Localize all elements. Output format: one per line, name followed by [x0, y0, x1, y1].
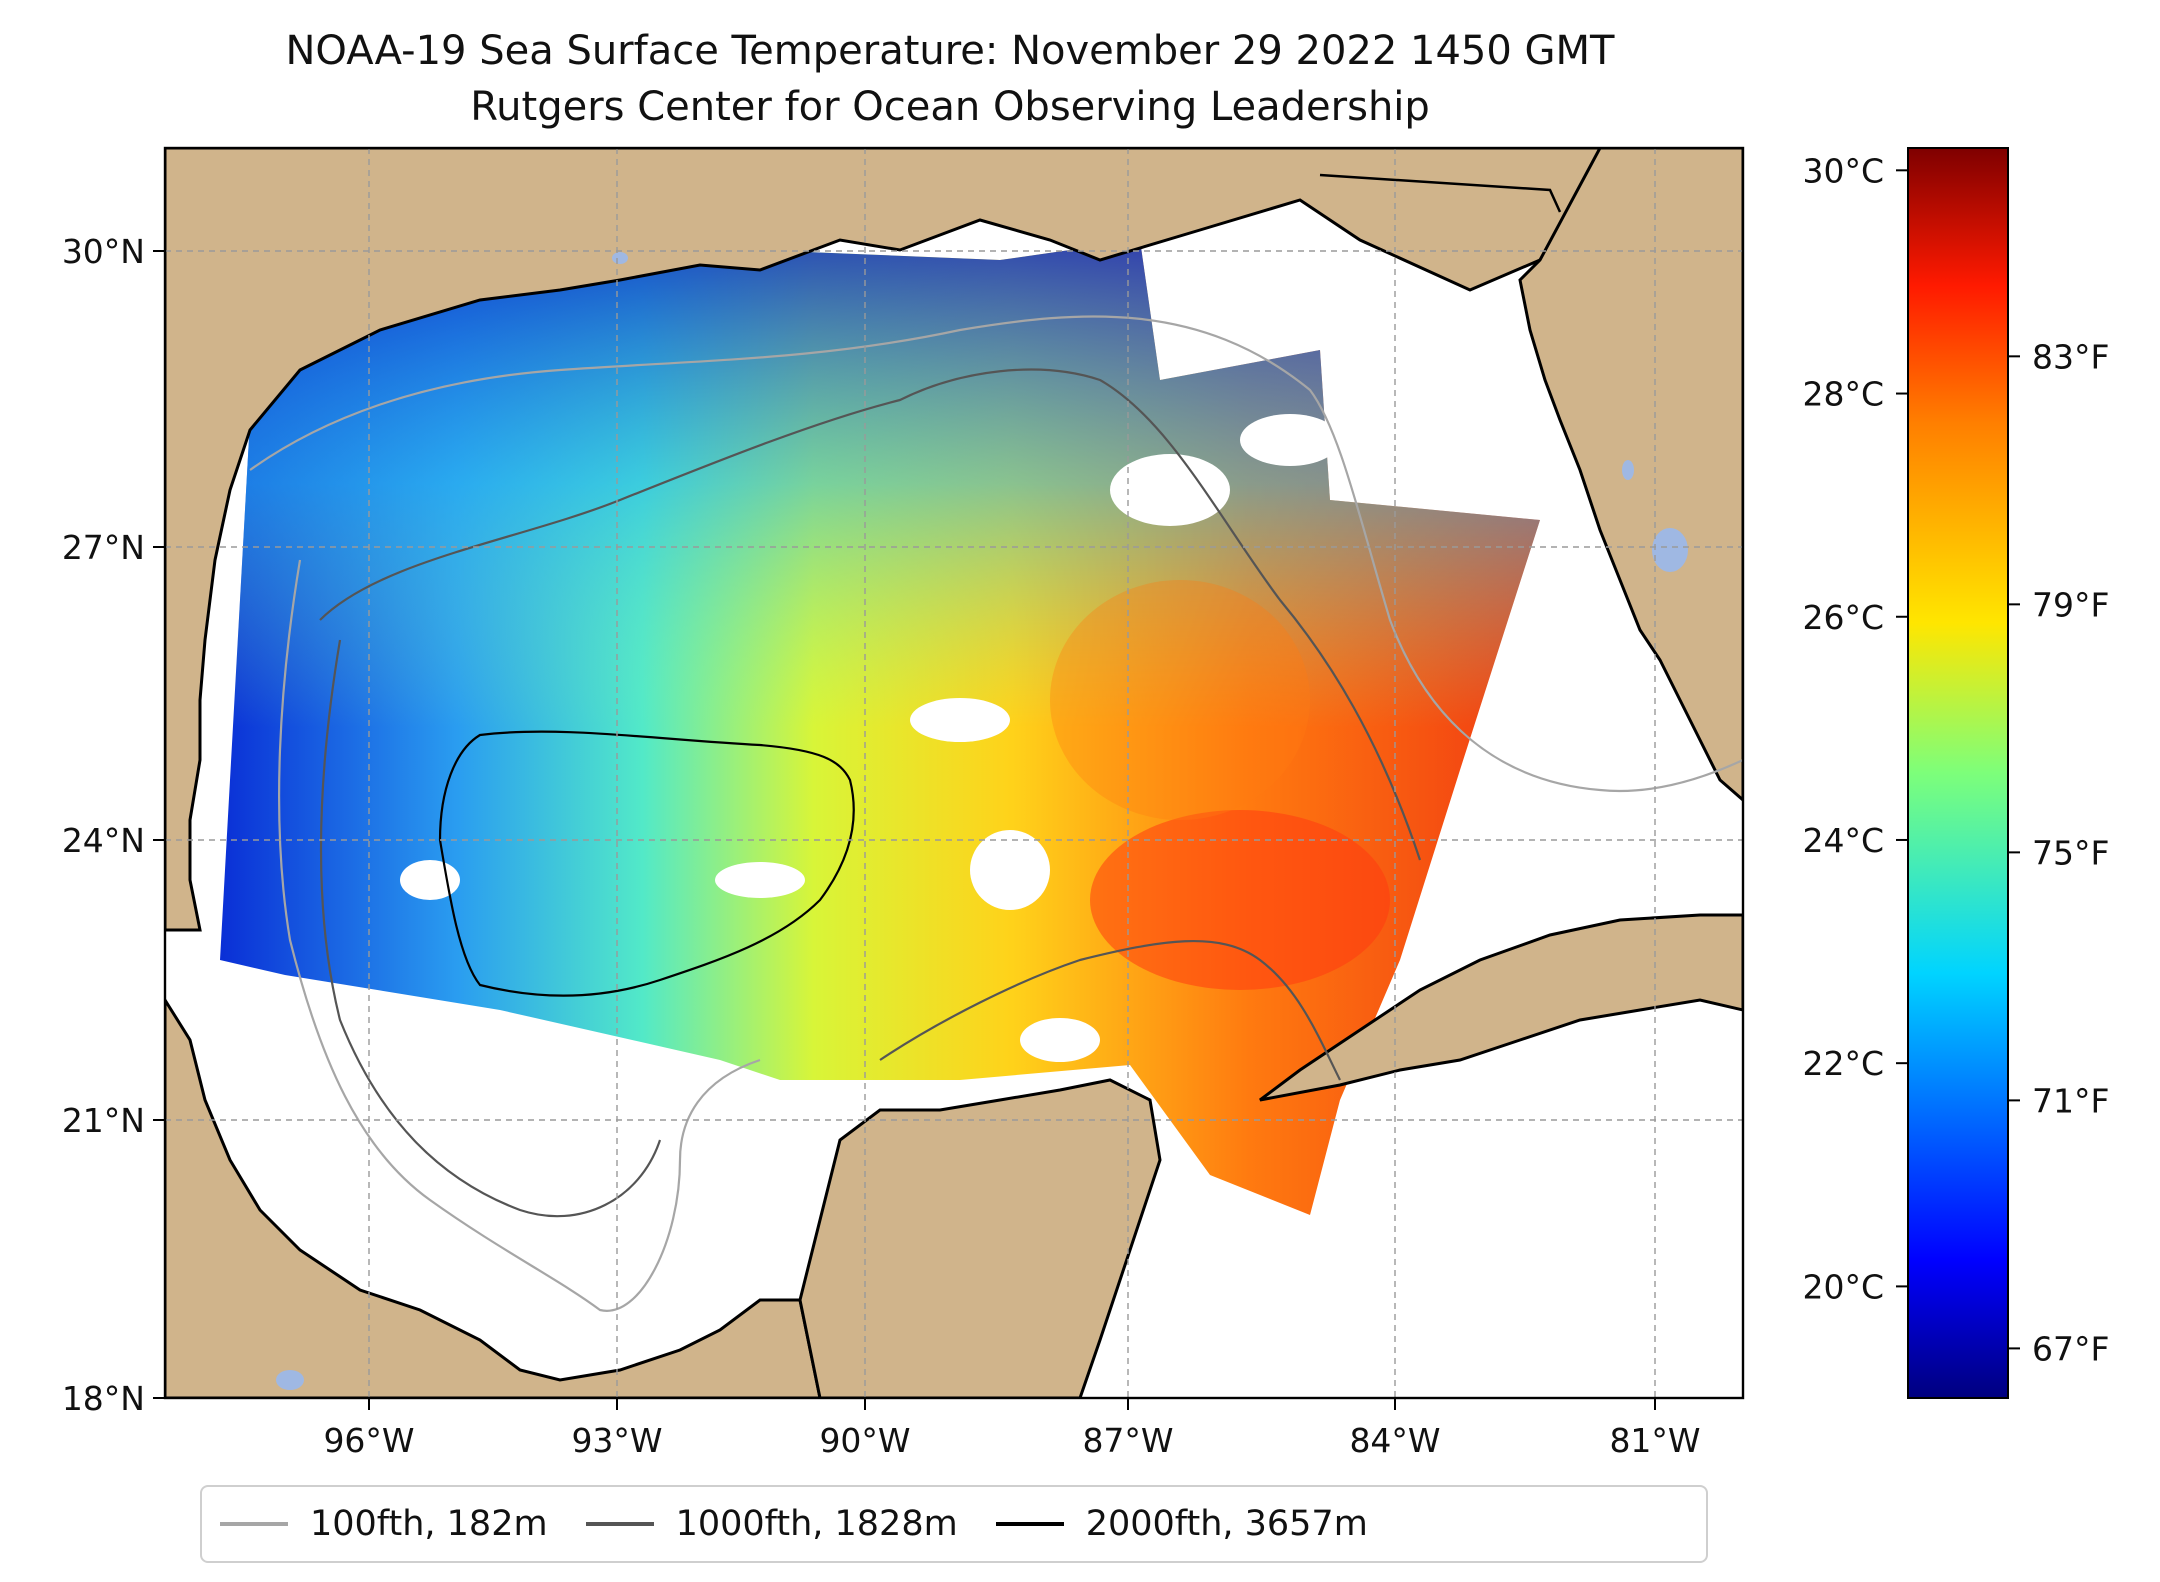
warm-eddy: [1090, 810, 1390, 990]
lon-ticks: [368, 1398, 1656, 1410]
bathymetry-contours: [249, 315, 1743, 1312]
map-title: NOAA-19 Sea Surface Temperature: Novembe…: [285, 28, 1615, 74]
legend-item-100fth: 100fth, 182m: [220, 1504, 548, 1544]
map-frame: [163, 146, 1745, 1400]
lat-label-24n: 24°N: [62, 821, 145, 860]
lon-label-96w: 96°W: [323, 1421, 414, 1460]
lon-label-84w: 84°W: [1349, 1421, 1440, 1460]
cloud-gaps: [400, 414, 1460, 1062]
celsius-tick-label: 28°C: [1802, 375, 1884, 414]
lat-label-30n: 30°N: [62, 232, 145, 271]
state-boundary: [1319, 173, 1562, 213]
yucatan-peninsula: [798, 1078, 1162, 1398]
map-panel: [165, 148, 1743, 1398]
lon-label-90w: 90°W: [819, 1421, 910, 1460]
lat-label-21n: 21°N: [62, 1101, 145, 1140]
legend-label-1000fth: 1000fth, 1828m: [675, 1504, 958, 1544]
legend-label-2000fth: 2000fth, 3657m: [1085, 1504, 1368, 1544]
legend-line-2000fth: [995, 1522, 1064, 1526]
legend-line-1000fth: [585, 1522, 654, 1526]
contour-2000fth: [438, 730, 855, 997]
legend-item-1000fth: 1000fth, 1828m: [585, 1504, 958, 1544]
contour-1000fth: [319, 368, 1422, 861]
fahrenheit-tick-label: 71°F: [2032, 1081, 2109, 1120]
fahrenheit-tick-label: 83°F: [2032, 337, 2109, 376]
fahrenheit-tick-label: 79°F: [2032, 585, 2109, 624]
contour-1000fth-west: [319, 639, 662, 1218]
celsius-tick-label: 26°C: [1802, 598, 1884, 637]
colorbar-ticks: 20°C 22°C 24°C 26°C 28°C 30°C 67°F 71°F 75°F 79°F…: [1802, 151, 2109, 1368]
graticule: [165, 148, 1743, 1398]
warm-loop-current: [1050, 580, 1310, 820]
contour-100fth: [249, 315, 1743, 793]
celsius-tick-label: 20°C: [1802, 1267, 1884, 1306]
legend-line-100fth: [220, 1522, 288, 1526]
legend-label-100fth: 100fth, 182m: [310, 1504, 548, 1544]
contour-1000fth-yucatan: [879, 940, 1341, 1081]
celsius-tick-label: 22°C: [1802, 1044, 1884, 1083]
contour-legend: 100fth, 182m 1000fth, 1828m 2000fth, 365…: [200, 1485, 1708, 1563]
cuba: [1259, 913, 1743, 1102]
lat-label-18n: 18°N: [62, 1379, 145, 1418]
lon-label-87w: 87°W: [1082, 1421, 1173, 1460]
legend-item-2000fth: 2000fth, 3657m: [995, 1504, 1368, 1544]
lon-label-81w: 81°W: [1609, 1421, 1700, 1460]
map-subtitle: Rutgers Center for Ocean Observing Leade…: [470, 84, 1430, 130]
lakes: [276, 252, 1688, 1390]
colorbar: [1907, 147, 2009, 1399]
lat-label-27n: 27°N: [62, 528, 145, 567]
fahrenheit-tick-label: 75°F: [2032, 833, 2109, 872]
contour-100fth-west: [278, 559, 761, 1312]
celsius-tick-label: 30°C: [1802, 151, 1884, 190]
us-gulf-coast: [165, 148, 1612, 932]
lat-ticks: [153, 250, 165, 1399]
fahrenheit-tick-label: 67°F: [2032, 1329, 2109, 1368]
lon-label-93w: 93°W: [571, 1421, 662, 1460]
celsius-tick-label: 24°C: [1802, 821, 1884, 860]
